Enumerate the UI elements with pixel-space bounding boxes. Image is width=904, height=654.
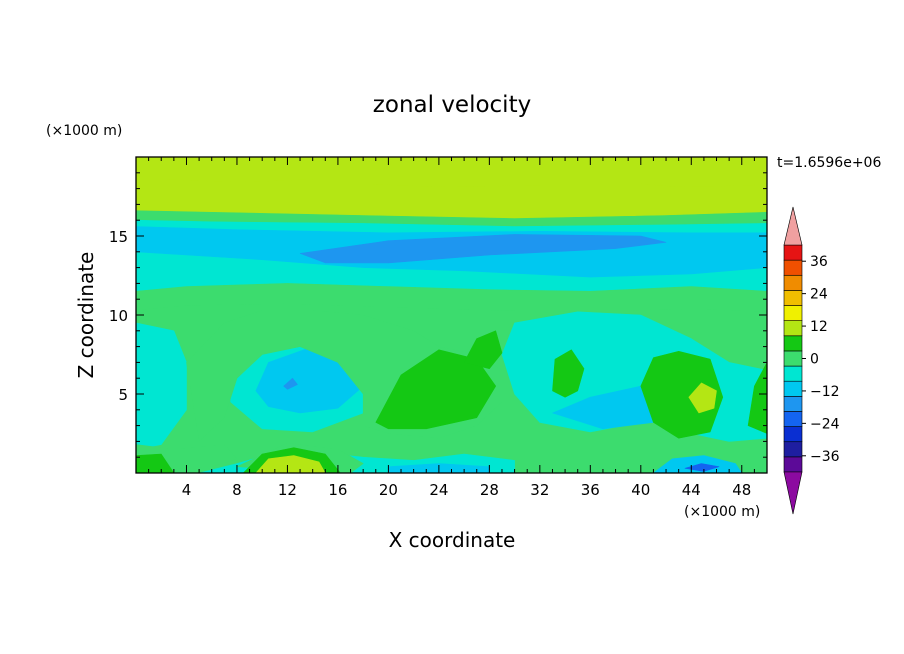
y-axis-label: Z coordinate bbox=[74, 252, 98, 379]
x-axis-label: X coordinate bbox=[389, 528, 516, 552]
x-tick-label: 12 bbox=[278, 481, 297, 499]
colorbar-label: −24 bbox=[810, 416, 840, 432]
colorbar-label: −36 bbox=[810, 449, 840, 465]
x-tick-label: 44 bbox=[682, 481, 701, 499]
contour-region bbox=[362, 157, 541, 188]
contour-region bbox=[255, 455, 326, 473]
colorbar-swatch bbox=[783, 426, 803, 443]
colorbar: 36 24 12 0 −12 −24 −36 bbox=[783, 206, 840, 515]
x-tick-label: 48 bbox=[732, 481, 751, 499]
x-tick-label: 36 bbox=[581, 481, 600, 499]
colorbar-swatch bbox=[783, 244, 803, 261]
colorbar-label: 12 bbox=[810, 319, 828, 335]
colorbar-swatch bbox=[783, 365, 803, 382]
contour-region bbox=[375, 349, 497, 430]
contour-region bbox=[552, 349, 585, 398]
contour-region bbox=[136, 322, 187, 450]
colorbar-over-arrow bbox=[783, 206, 803, 246]
contour-region bbox=[283, 377, 298, 390]
y-tick-label: 15 bbox=[109, 228, 128, 246]
colorbar-under-arrow bbox=[783, 471, 803, 515]
x-tick-label: 20 bbox=[379, 481, 398, 499]
contour-region bbox=[684, 463, 720, 472]
colorbar-label: 36 bbox=[810, 254, 828, 270]
contour-region bbox=[747, 362, 767, 434]
colorbar-swatch bbox=[783, 441, 803, 458]
time-label: t=1.6596e+06 bbox=[777, 155, 881, 171]
contour-region bbox=[160, 157, 314, 183]
contour-region bbox=[688, 382, 717, 414]
contour-region bbox=[299, 234, 667, 264]
x-tick-label: 40 bbox=[631, 481, 650, 499]
colorbar-swatch bbox=[783, 274, 803, 291]
colorbar-swatch bbox=[783, 335, 803, 352]
velocity-field bbox=[136, 157, 767, 473]
contour-region bbox=[463, 330, 503, 370]
contour-region bbox=[136, 453, 175, 473]
colorbar-label: 24 bbox=[810, 287, 828, 303]
colorbar-swatch bbox=[783, 259, 803, 276]
colorbar-swatch bbox=[783, 290, 803, 306]
colorbar-swatch bbox=[783, 305, 803, 321]
x-tick-label: 24 bbox=[429, 481, 448, 499]
colorbar-swatch bbox=[783, 380, 803, 397]
x-tick-label: 8 bbox=[232, 481, 242, 499]
colorbar-swatch bbox=[783, 350, 803, 367]
colorbar-swatch bbox=[783, 411, 803, 427]
contour-region bbox=[136, 283, 767, 313]
x-tick-label: 16 bbox=[328, 481, 347, 499]
colorbar-label: 0 bbox=[810, 352, 819, 368]
colorbar-label: −12 bbox=[810, 384, 840, 400]
colorbar-swatch bbox=[783, 456, 803, 473]
contour-region bbox=[640, 157, 755, 188]
x-tick-label: 4 bbox=[182, 481, 192, 499]
y-axis-unit: (×1000 m) bbox=[46, 123, 122, 139]
y-axis: 5 10 15 bbox=[109, 172, 767, 458]
chart-title: zonal velocity bbox=[373, 92, 531, 118]
colorbar-swatch bbox=[783, 396, 803, 412]
contour-region bbox=[640, 350, 724, 439]
x-axis-unit: (×1000 m) bbox=[684, 504, 760, 520]
x-tick-label: 28 bbox=[480, 481, 499, 499]
x-axis: 4 8 12 16 20 24 28 32 36 40 44 48 bbox=[148, 157, 755, 499]
colorbar-swatch bbox=[783, 320, 803, 337]
x-tick-label: 32 bbox=[530, 481, 549, 499]
y-tick-label: 10 bbox=[109, 307, 128, 325]
y-tick-label: 5 bbox=[118, 386, 128, 404]
